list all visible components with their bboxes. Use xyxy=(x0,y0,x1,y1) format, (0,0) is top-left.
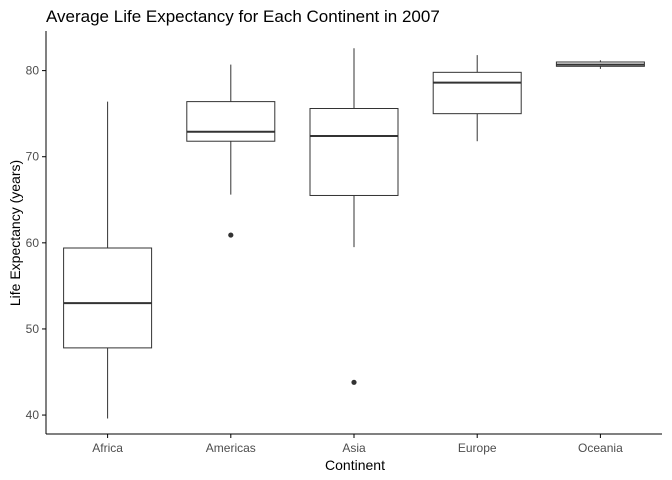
y-tick-label-60: 60 xyxy=(26,236,40,250)
box-group-americas xyxy=(186,64,276,238)
box-group-asia xyxy=(309,48,399,385)
x-axis-title: Continent xyxy=(325,457,385,473)
y-axis-ticks: 40 50 60 70 80 xyxy=(26,64,46,422)
box-asia xyxy=(309,108,399,196)
y-tick-label-50: 50 xyxy=(26,322,40,336)
x-tick-label-asia: Asia xyxy=(342,441,366,455)
box-group-europe xyxy=(432,55,522,142)
chart-title: Average Life Expectancy for Each Contine… xyxy=(46,7,440,26)
box-africa xyxy=(63,247,153,349)
box-group-africa xyxy=(63,101,153,419)
y-tick-label-70: 70 xyxy=(26,150,40,164)
x-axis-ticks: Africa Americas Asia Europe Oceania xyxy=(92,434,623,455)
x-tick-label-oceania: Oceania xyxy=(578,441,623,455)
box-americas xyxy=(186,101,276,142)
plot-area xyxy=(63,48,645,419)
box-europe xyxy=(432,71,522,115)
y-axis-title: Life Expectancy (years) xyxy=(7,160,23,306)
x-tick-label-americas: Americas xyxy=(206,441,256,455)
y-tick-label-40: 40 xyxy=(26,408,40,422)
outlier-point-asia-0 xyxy=(351,379,357,385)
box-group-oceania xyxy=(555,60,645,69)
outlier-point-americas-0 xyxy=(228,232,234,238)
y-tick-label-80: 80 xyxy=(26,64,40,78)
x-tick-label-africa: Africa xyxy=(92,441,123,455)
x-tick-label-europe: Europe xyxy=(458,441,497,455)
